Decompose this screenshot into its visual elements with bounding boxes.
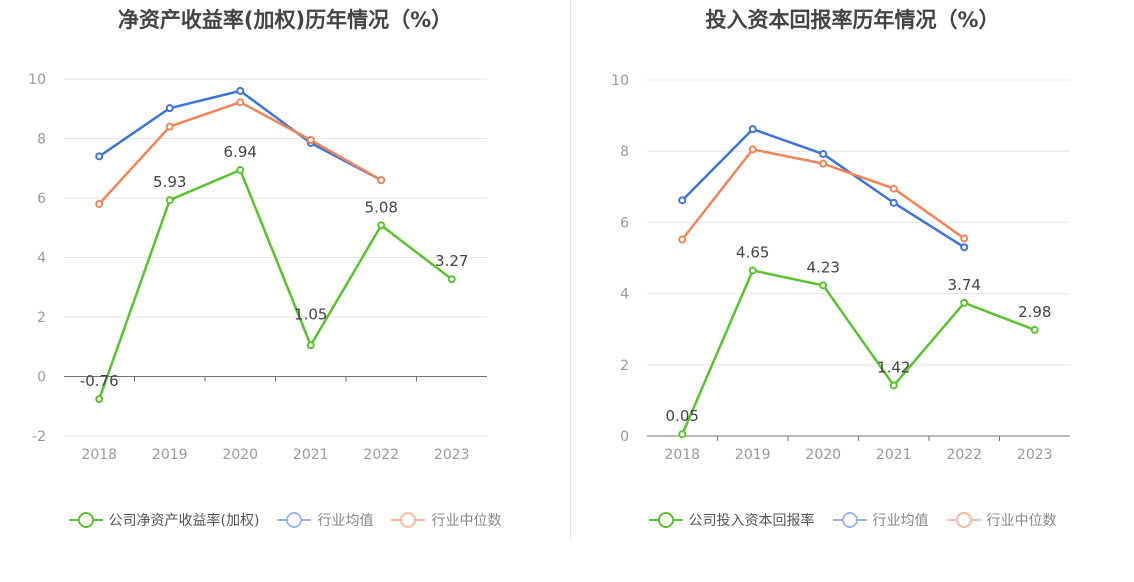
y-tick-label: 6 xyxy=(37,191,46,207)
chart-legend: 公司净资产收益率(加权) 行业均值 行业中位数 xyxy=(0,510,570,530)
data-point xyxy=(748,145,757,154)
data-point xyxy=(306,135,315,144)
data-label: -0.76 xyxy=(80,372,119,390)
data-point xyxy=(165,122,174,131)
x-tick-label: 2020 xyxy=(805,447,841,463)
y-tick-label: 10 xyxy=(611,73,629,89)
data-label: 3.27 xyxy=(435,252,468,270)
data-point xyxy=(960,234,969,243)
data-point xyxy=(165,104,174,113)
x-tick-label: 2019 xyxy=(152,447,188,463)
legend-line-circle-icon xyxy=(68,512,103,528)
legend-line-circle-icon xyxy=(832,512,867,528)
chart-title: 投入资本回报率历年情况（%） xyxy=(705,8,1000,32)
legend-item-company-roe[interactable]: 公司净资产收益率(加权) xyxy=(68,510,260,530)
legend-label: 行业中位数 xyxy=(986,513,1057,529)
data-point xyxy=(889,184,898,193)
legend-line-circle-icon xyxy=(277,512,312,528)
legend-item-industry-mean[interactable]: 行业均值 xyxy=(277,510,373,530)
series-line xyxy=(681,269,1036,435)
data-point xyxy=(95,395,104,404)
legend-label: 行业中位数 xyxy=(431,513,502,529)
y-tick-label: 8 xyxy=(37,132,46,148)
data-point xyxy=(889,381,898,390)
series-line xyxy=(681,127,965,249)
data-point xyxy=(678,430,687,439)
data-point xyxy=(1030,325,1039,334)
data-point xyxy=(678,235,687,244)
y-tick-label: 4 xyxy=(620,287,629,303)
legend-label: 行业均值 xyxy=(317,513,374,529)
roe-line-chart: -2 0 2 4 6 8 10 2018 2019 2020 2021 2022 2023 -0.76 5.… xyxy=(28,72,487,463)
data-label: 3.74 xyxy=(948,276,981,294)
x-tick-label: 2020 xyxy=(222,447,258,463)
data-point xyxy=(236,98,245,107)
data-point xyxy=(819,281,828,290)
data-point xyxy=(748,266,757,275)
legend-item-industry-mean[interactable]: 行业均值 xyxy=(832,510,929,530)
data-point xyxy=(236,86,245,95)
data-label: 1.42 xyxy=(877,358,910,376)
series-line xyxy=(98,168,453,400)
legend-label: 行业均值 xyxy=(872,513,929,529)
x-tick-label: 2018 xyxy=(81,447,117,463)
data-label: 2.98 xyxy=(1018,303,1051,321)
y-tick-label: 2 xyxy=(37,310,46,326)
y-tick-label: 2 xyxy=(620,358,629,374)
data-label: 5.93 xyxy=(153,173,186,191)
legend-label: 公司净资产收益率(加权) xyxy=(108,513,260,529)
x-tick-label: 2021 xyxy=(293,447,329,463)
data-label: 5.08 xyxy=(365,198,398,216)
x-tick-label: 2018 xyxy=(664,447,700,463)
data-point xyxy=(236,166,245,175)
data-point xyxy=(377,176,386,185)
data-point xyxy=(95,152,104,161)
data-point xyxy=(95,199,104,208)
x-tick-label: 2022 xyxy=(946,447,982,463)
data-label: 1.05 xyxy=(294,305,327,323)
data-label: 4.65 xyxy=(736,243,769,261)
data-point xyxy=(377,221,386,230)
legend-item-industry-median[interactable]: 行业中位数 xyxy=(391,510,501,530)
data-point xyxy=(960,243,969,252)
y-tick-label: -2 xyxy=(32,429,46,445)
chart-legend: 公司投入资本回报率 行业均值 行业中位数 xyxy=(571,510,1134,530)
y-tick-label: 0 xyxy=(620,429,629,445)
y-tick-label: 6 xyxy=(620,215,629,231)
panel-divider xyxy=(570,0,571,540)
data-point xyxy=(447,275,456,284)
data-point xyxy=(306,341,315,350)
y-tick-label: 0 xyxy=(37,370,46,386)
legend-line-circle-icon xyxy=(648,512,683,528)
data-label: 0.05 xyxy=(666,407,699,425)
data-label: 6.94 xyxy=(224,143,257,161)
roic-chart-panel: 投入资本回报率历年情况（%） 0 2 4 6 8 10 2018 2019 2020 2021 20… xyxy=(571,0,1134,582)
x-tick-label: 2021 xyxy=(876,447,912,463)
data-point xyxy=(678,196,687,205)
x-tick-label: 2022 xyxy=(363,447,399,463)
data-point xyxy=(819,150,828,159)
x-tick-label: 2019 xyxy=(735,447,771,463)
data-point xyxy=(889,198,898,207)
roe-chart-panel: 净资产收益率(加权)历年情况（%） -2 0 2 4 6 8 10 2018 2019 2020 2… xyxy=(0,8,570,530)
data-point xyxy=(748,125,757,134)
x-tick-label: 2023 xyxy=(434,447,470,463)
legend-line-circle-icon xyxy=(391,512,426,528)
y-tick-label: 10 xyxy=(28,72,46,88)
legend-item-company-roic[interactable]: 公司投入资本回报率 xyxy=(648,510,815,530)
roic-line-chart: 0 2 4 6 8 10 2018 2019 2020 2021 2022 2023 0.05 4.65 4… xyxy=(611,73,1070,463)
y-tick-label: 8 xyxy=(620,144,629,160)
data-point xyxy=(165,196,174,205)
legend-item-industry-median[interactable]: 行业中位数 xyxy=(946,510,1057,530)
data-point xyxy=(960,298,969,307)
data-label: 4.23 xyxy=(807,258,840,276)
data-point xyxy=(819,159,828,168)
chart-title: 净资产收益率(加权)历年情况（%） xyxy=(117,8,453,32)
x-tick-label: 2023 xyxy=(1017,447,1053,463)
y-tick-label: 4 xyxy=(37,251,46,267)
legend-line-circle-icon xyxy=(946,512,981,528)
legend-label: 公司投入资本回报率 xyxy=(688,513,815,529)
